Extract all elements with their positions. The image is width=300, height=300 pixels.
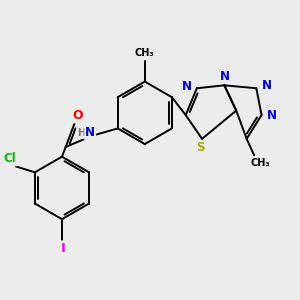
Text: N: N (267, 109, 277, 122)
Text: I: I (61, 242, 66, 255)
Text: CH₃: CH₃ (135, 48, 154, 58)
Text: S: S (196, 141, 205, 154)
Text: N: N (220, 70, 230, 83)
Text: O: O (72, 109, 83, 122)
Text: CH₃: CH₃ (250, 158, 270, 168)
Text: N: N (182, 80, 191, 93)
Text: N: N (262, 79, 272, 92)
Text: H: H (77, 128, 86, 138)
Text: Cl: Cl (3, 152, 16, 165)
Text: N: N (85, 126, 95, 140)
